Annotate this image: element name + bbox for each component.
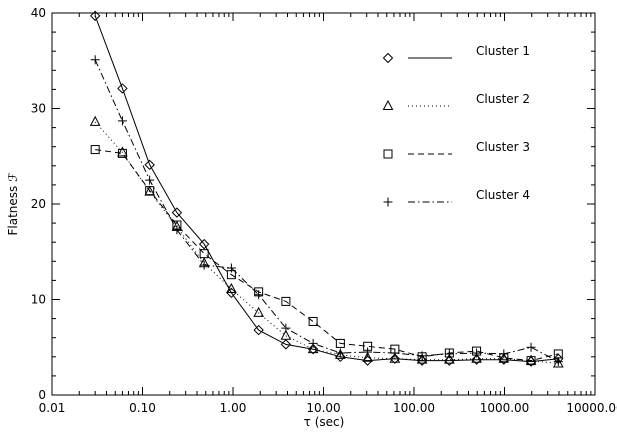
- plus-marker: [199, 260, 209, 270]
- plus-marker: [553, 357, 563, 367]
- triangle-marker: [117, 146, 128, 157]
- legend: Cluster 1 Cluster 2 Cluster 3 Cluster 4: [382, 44, 530, 207]
- y-axis-label: Flatness ℱ: [6, 172, 20, 236]
- diamond-marker: [171, 207, 183, 218]
- triangle-marker: [552, 357, 564, 368]
- y-tick-label: 40: [31, 6, 46, 20]
- legend-label-1: Cluster 1: [476, 44, 530, 58]
- square-marker: [199, 249, 209, 259]
- diamond-marker: [307, 343, 319, 355]
- plus-marker: [390, 348, 400, 358]
- square-marker: [335, 338, 345, 348]
- square-marker: [145, 186, 155, 196]
- triangle-marker: [444, 353, 455, 364]
- x-tick-label: 1000.00: [480, 401, 530, 415]
- diamond-marker: [471, 354, 482, 365]
- plot-frame: [51, 12, 596, 396]
- square-marker: [308, 316, 318, 326]
- diamond-marker: [280, 339, 292, 350]
- x-tick-label: 0.01: [39, 401, 66, 415]
- y-tick-label: 30: [31, 102, 46, 116]
- triangle-marker: [471, 352, 482, 363]
- series-markers: [89, 10, 564, 368]
- diamond-marker: [226, 287, 237, 299]
- square-marker: [281, 296, 291, 306]
- triangle-marker: [89, 115, 101, 126]
- plus-marker: [90, 55, 100, 65]
- triangle-marker: [226, 282, 237, 293]
- plus-marker: [444, 349, 454, 359]
- diamond-marker: [382, 52, 394, 64]
- triangle-marker: [362, 351, 373, 362]
- plus-marker: [499, 349, 509, 359]
- triangle-marker: [389, 352, 401, 363]
- square-marker: [90, 145, 100, 155]
- triangle-marker: [416, 353, 428, 364]
- plus-marker: [117, 116, 127, 126]
- plus-marker: [226, 263, 236, 273]
- triangle-marker: [253, 306, 264, 317]
- series-line-2: [94, 121, 559, 364]
- series-line-3: [95, 149, 559, 362]
- x-tick-label: 1.00: [220, 401, 247, 415]
- plus-marker: [172, 225, 182, 235]
- plus-marker: [472, 348, 482, 358]
- square-marker: [383, 149, 393, 159]
- legend-label-2: Cluster 2: [476, 92, 530, 106]
- diamond-marker: [198, 238, 210, 250]
- y-tick-label: 10: [31, 293, 46, 307]
- plus-marker: [281, 323, 291, 333]
- plus-marker: [526, 342, 536, 352]
- diamond-marker: [117, 83, 128, 94]
- plus-marker: [254, 290, 264, 300]
- plus-marker: [308, 338, 318, 348]
- triangle-marker: [382, 99, 394, 110]
- plus-marker: [335, 348, 345, 358]
- plus-marker: [417, 351, 427, 361]
- x-tick-label: 0.10: [129, 401, 156, 415]
- legend-label-4: Cluster 4: [476, 188, 530, 202]
- diamond-marker: [89, 10, 101, 22]
- y-tick-label: 0: [38, 388, 46, 402]
- diamond-marker: [525, 356, 537, 367]
- diamond-marker: [144, 159, 155, 171]
- axis-ticks: 0.01 0.10 1.00 10.00 100.00 1000.00 10000.00 0 1…: [31, 6, 617, 415]
- triangle-marker: [307, 343, 319, 354]
- square-marker: [526, 356, 536, 366]
- x-tick-label: 10.00: [306, 401, 340, 415]
- diamond-marker: [416, 355, 428, 366]
- series-line-4: [94, 59, 559, 363]
- diamond-marker: [498, 354, 510, 365]
- y-tick-label: 20: [31, 197, 46, 211]
- legend-label-3: Cluster 3: [476, 140, 530, 154]
- triangle-marker: [335, 348, 346, 359]
- plus-marker: [383, 197, 393, 207]
- plus-marker: [145, 175, 155, 185]
- x-tick-label: 100.00: [393, 401, 435, 415]
- square-marker: [117, 148, 127, 158]
- diamond-marker: [253, 324, 264, 336]
- diamond-marker: [389, 353, 401, 364]
- x-axis-label: τ (sec): [304, 415, 345, 429]
- plus-marker: [363, 347, 373, 357]
- x-tick-label: 10000.00: [566, 401, 617, 415]
- triangle-marker: [280, 329, 292, 340]
- diamond-marker: [444, 355, 455, 366]
